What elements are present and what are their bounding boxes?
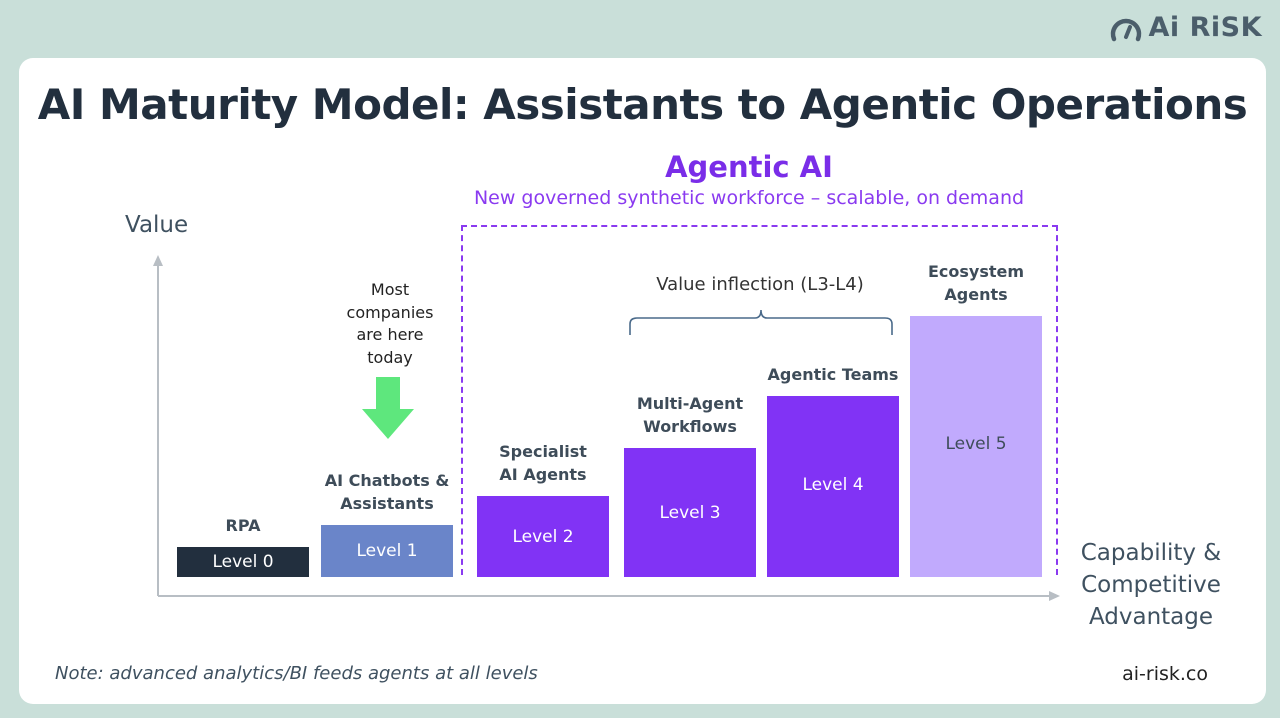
- bar-level-5: Level 5: [910, 316, 1042, 577]
- most-companies-callout: Most companies are here today: [319, 279, 461, 369]
- bar-level-label: Level 1: [356, 541, 418, 561]
- bar-level-label: Level 2: [512, 526, 574, 547]
- agentic-ai-subtitle: New governed synthetic workforce – scala…: [473, 187, 1025, 209]
- agentic-region-box: [461, 225, 1058, 575]
- bar-category-label: AI Chatbots & Assistants: [307, 469, 467, 515]
- bar-category-label-line: Workflows: [643, 417, 737, 436]
- gauge-icon: [1110, 18, 1141, 41]
- bar-category-label: Ecosystem Agents: [896, 260, 1056, 306]
- bar-level-3: Level 3: [624, 448, 756, 577]
- bar-category-label-line: Multi-Agent: [636, 394, 744, 413]
- agentic-ai-heading: Agentic AI: [665, 150, 833, 184]
- x-axis-label-line: Capability &: [1080, 540, 1222, 566]
- footnote: Note: advanced analytics/BI feeds agents…: [55, 663, 538, 684]
- value-inflection-label: Value inflection (L3-L4): [656, 274, 864, 295]
- callout-line: Most: [370, 280, 410, 299]
- slide-title: AI Maturity Model: Assistants to Agentic…: [37, 80, 1248, 129]
- bar-category-label-line: Agents: [944, 285, 1008, 304]
- x-axis-label-line: Competitive: [1081, 572, 1221, 598]
- brand-name: Ai RiSK: [1148, 12, 1262, 43]
- bar-category-label-line: Agentic Teams: [767, 365, 899, 384]
- y-axis-label: Value: [125, 212, 189, 238]
- bar-level-label: Level 4: [802, 475, 864, 495]
- x-axis-arrowhead: [1049, 591, 1060, 601]
- slide-card: AI Maturity Model: Assistants to Agentic…: [19, 58, 1266, 704]
- bar-category-label-line: Specialist: [499, 442, 587, 461]
- callout-line: are here: [356, 325, 424, 344]
- bar-category-label-line: Ecosystem: [927, 262, 1025, 281]
- bar-level-4: Level 4: [767, 396, 899, 577]
- x-axis-label-line: Advantage: [1088, 604, 1214, 630]
- bar-level-1: Level 1: [321, 525, 453, 577]
- bar-category-label-line: AI Chatbots &: [324, 471, 450, 490]
- bar-category-label-line: AI Agents: [499, 465, 587, 484]
- down-arrow-icon: [362, 377, 414, 439]
- bar-category-label: Multi-Agent Workflows: [610, 392, 770, 438]
- bar-category-label-line: Assistants: [340, 494, 434, 513]
- bar-category-label: Specialist AI Agents: [463, 440, 623, 486]
- site-url: ai-risk.co: [1122, 663, 1208, 685]
- callout-line: companies: [346, 302, 434, 322]
- bar-level-0: Level 0: [177, 547, 309, 577]
- callout-line: today: [367, 347, 413, 367]
- x-axis-label: Capability & Competitive Advantage: [1071, 537, 1231, 633]
- brand-logo: Ai RiSK: [1109, 12, 1262, 43]
- bar-level-label: Level 5: [945, 434, 1007, 454]
- bar-category-label-line: RPA: [225, 516, 261, 535]
- bar-level-label: Level 0: [212, 552, 274, 572]
- bar-level-label: Level 3: [659, 502, 721, 523]
- y-axis-arrowhead: [153, 255, 163, 266]
- bar-category-label: Agentic Teams: [753, 363, 913, 386]
- bar-category-label: RPA: [163, 514, 323, 537]
- inflection-brace: [629, 309, 893, 335]
- bar-level-2: Level 2: [477, 496, 609, 577]
- axes: [153, 255, 1060, 601]
